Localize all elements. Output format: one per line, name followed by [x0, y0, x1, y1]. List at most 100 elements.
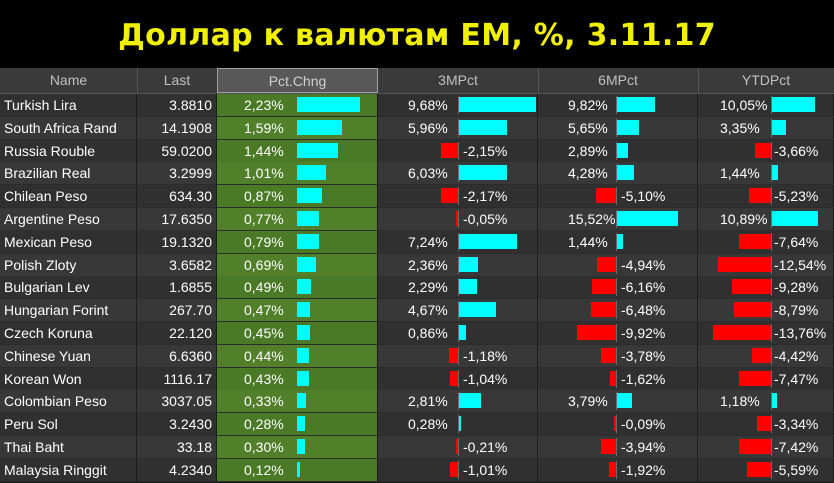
three-month-axis [458, 346, 459, 365]
pct-chng-value: 0,69% [244, 256, 284, 273]
table-row[interactable]: South Africa Rand 14.1908 1,59% 5,96% 5,65% 3… [0, 116, 834, 141]
pct-chng-cell: 0,28% [217, 413, 378, 436]
pct-chng-bar [297, 461, 301, 477]
currency-name: Chilean Peso [0, 185, 137, 208]
table-row[interactable]: Mexican Peso 19.1320 0,79% 7,24% 1,44% -7,64% [0, 230, 834, 255]
ytd-axis [771, 301, 772, 320]
six-month-bar [617, 393, 632, 409]
three-month-axis [458, 255, 459, 274]
three-month-bar [459, 256, 478, 272]
table-row[interactable]: Peru Sol 3.2430 0,28% 0,28% -0,09% -3,34% [0, 413, 834, 437]
six-month-cell: 2,89% [538, 139, 698, 162]
pct-chng-cell: 1,59% [217, 116, 378, 139]
three-month-value: 0,28% [408, 416, 448, 433]
six-month-bar [600, 439, 616, 454]
column-header-6m-pct[interactable]: 6MPct [538, 68, 699, 93]
six-month-cell: -6,48% [538, 299, 698, 322]
table-row[interactable]: Argentine Peso 17.6350 0,77% -0,05% 15,52% 10… [0, 208, 834, 232]
ytd-value: -7,64% [774, 233, 819, 250]
ytd-bar [739, 370, 771, 386]
column-header-last[interactable]: Last [137, 68, 218, 93]
last-price: 17.6350 [137, 208, 217, 230]
table-row[interactable]: Thai Baht 33.18 0,30% -0,21% -3,94% -7,42% [0, 436, 834, 460]
six-month-cell: 1,44% [538, 230, 698, 253]
six-month-axis [616, 392, 617, 411]
three-month-bar [459, 119, 507, 135]
three-month-cell: -2,15% [378, 139, 538, 162]
six-month-axis [616, 210, 617, 228]
three-month-axis [458, 324, 459, 342]
pct-chng-bar [297, 439, 306, 454]
ytd-cell: -7,42% [698, 436, 834, 458]
table-row[interactable]: Bulgarian Lev 1.6855 0,49% 2,29% -6,16% -9,28… [0, 276, 834, 301]
six-month-value: -1,62% [621, 370, 666, 387]
table-row[interactable]: Turkish Lira 3.8810 2,23% 9,68% 9,82% 10,05% [0, 94, 834, 118]
ytd-axis [771, 278, 772, 297]
pct-chng-value: 0,28% [244, 416, 284, 433]
ytd-cell: -3,34% [698, 413, 834, 436]
table-row[interactable]: Hungarian Forint 267.70 0,47% 4,67% -6,48% -8… [0, 299, 834, 323]
three-month-axis [458, 164, 459, 183]
three-month-cell: -1,18% [378, 344, 538, 367]
six-month-value: -5,10% [621, 188, 666, 205]
six-month-cell: -5,10% [538, 185, 698, 208]
column-header-3m-pct[interactable]: 3MPct [378, 68, 539, 93]
ytd-axis [771, 187, 772, 206]
ytd-value: 1,44% [720, 165, 760, 182]
six-month-axis [616, 346, 617, 365]
pct-chng-value: 0,49% [244, 279, 284, 296]
six-month-axis [616, 438, 617, 456]
six-month-cell: -3,94% [538, 436, 698, 458]
six-month-value: 15,52% [568, 211, 616, 227]
quotes-table[interactable]: Name Last Pct.Chng 3MPct 6MPct YTDPct Tu… [0, 68, 834, 483]
ytd-axis [771, 346, 772, 365]
table-row[interactable]: Chilean Peso 634.30 0,87% -2,17% -5,10% -5,23… [0, 185, 834, 209]
table-row[interactable]: Russia Rouble 59.0200 1,44% -2,15% 2,89% -3,6… [0, 139, 834, 164]
three-month-bar [459, 279, 478, 295]
table-row[interactable]: Korean Won 1116.17 0,43% -1,04% -1,62% -7,47% [0, 367, 834, 392]
last-price: 634.30 [137, 185, 217, 208]
pct-chng-value: 1,44% [244, 142, 284, 159]
ytd-bar [772, 393, 777, 409]
six-month-cell: -1,92% [538, 458, 698, 481]
currency-name: Hungarian Forint [0, 299, 137, 322]
three-month-value: 2,29% [408, 279, 448, 296]
three-month-axis [458, 278, 459, 297]
currency-name: Russia Rouble [0, 139, 137, 162]
column-header-pct-chng[interactable]: Pct.Chng [217, 68, 378, 93]
table-row[interactable]: Czech Koruna 22.120 0,45% 0,86% -9,92% -13,76… [0, 322, 834, 346]
three-month-value: 7,24% [408, 233, 448, 250]
three-month-cell: 5,96% [378, 116, 538, 139]
table-row[interactable]: Chinese Yuan 6.6360 0,44% -1,18% -3,78% -4,42… [0, 344, 834, 369]
three-month-bar [459, 325, 466, 340]
ytd-value: -3,34% [774, 416, 819, 433]
table-row[interactable]: Polish Zloty 3.6582 0,69% 2,36% -4,94% -12,54… [0, 253, 834, 278]
three-month-cell: -0,21% [378, 436, 538, 458]
ytd-value: -5,59% [774, 461, 819, 478]
table-row[interactable]: Malaysia Ringgit 4.2340 0,12% -1,01% -1,92% -… [0, 458, 834, 483]
ytd-value: -8,79% [774, 302, 819, 319]
six-month-bar [608, 461, 616, 477]
pct-chng-bar [297, 279, 311, 295]
three-month-value: -1,04% [463, 370, 508, 387]
pct-chng-bar [297, 165, 326, 181]
table-row[interactable]: Brazilian Real 3.2999 1,01% 6,03% 4,28% 1,44% [0, 162, 834, 187]
column-header-ytd-pct[interactable]: YTDPct [698, 68, 834, 93]
table-row[interactable]: Colombian Peso 3037.05 0,33% 2,81% 3,79% 1,18… [0, 390, 834, 415]
ytd-bar [772, 211, 819, 226]
ytd-cell: -13,76% [698, 322, 834, 344]
three-month-axis [458, 96, 459, 114]
six-month-value: -4,94% [621, 256, 666, 273]
last-price: 3.2999 [137, 162, 217, 185]
ytd-bar [756, 416, 771, 432]
six-month-axis [616, 278, 617, 297]
pct-chng-bar [297, 188, 322, 204]
ytd-value: 10,05% [720, 97, 768, 113]
column-header-name[interactable]: Name [0, 68, 138, 93]
ytd-bar [772, 119, 787, 135]
last-price: 33.18 [137, 436, 217, 458]
six-month-axis [616, 460, 617, 479]
pct-chng-value: 0,45% [244, 325, 284, 341]
last-price: 1116.17 [137, 367, 217, 390]
last-price: 3.6582 [137, 253, 217, 276]
